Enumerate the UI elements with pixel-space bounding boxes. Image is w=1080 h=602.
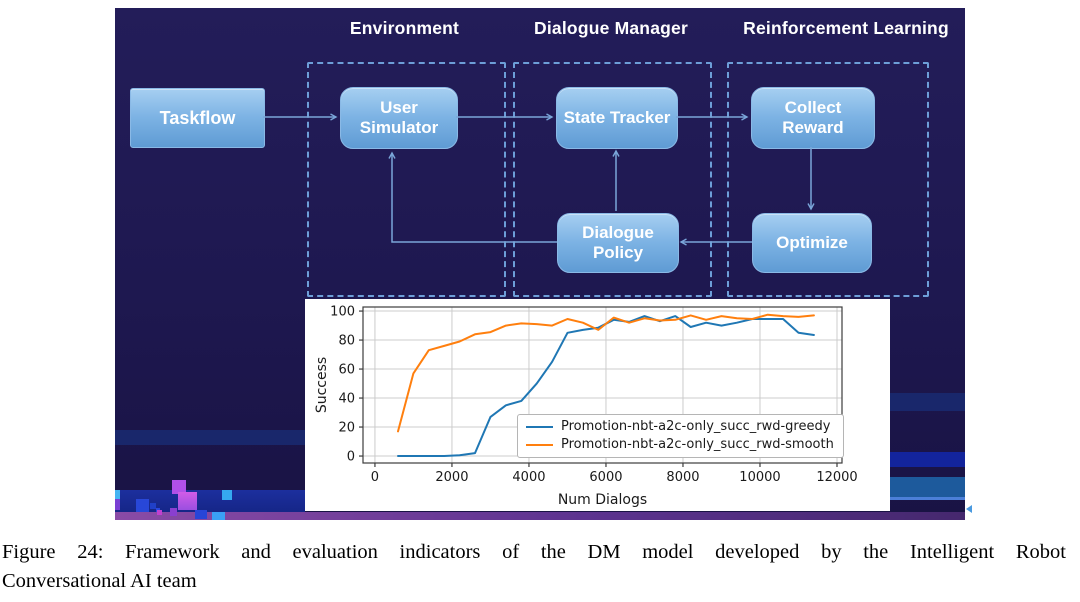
legend-entry-1: Promotion-nbt-a2c-only_succ_rwd-smooth xyxy=(526,437,834,452)
decor-stripe xyxy=(890,393,965,411)
x-tick-label: 2000 xyxy=(435,470,468,485)
node-taskflow: Taskflow xyxy=(130,88,265,148)
section-title-dialogue-manager: Dialogue Manager xyxy=(534,18,688,38)
chart-legend: Promotion-nbt-a2c-only_succ_rwd-greedy Pr… xyxy=(517,414,844,458)
x-tick-label: 4000 xyxy=(512,470,545,485)
decor-stripe xyxy=(890,452,965,467)
decor-pixel xyxy=(222,490,232,500)
node-optimize: Optimize xyxy=(752,213,872,273)
series-line-1 xyxy=(397,313,815,433)
legend-entry-0: Promotion-nbt-a2c-only_succ_rwd-greedy xyxy=(526,419,834,434)
x-tick-label: 10000 xyxy=(739,470,780,485)
slide-edge-marker-icon xyxy=(966,505,972,513)
figure-caption: Figure 24: Framework and evaluation indi… xyxy=(2,538,1066,596)
x-tick-label: 12000 xyxy=(816,470,857,485)
y-tick-label: 80 xyxy=(338,334,355,349)
success-line-chart: 0 2000 4000 6000 8000 10000 12000 0 20 40 60 80 100 N… xyxy=(314,305,858,508)
figure-caption-line1: Figure 24: Framework and evaluation indi… xyxy=(2,541,1066,563)
node-dialogue-policy: Dialogue Policy xyxy=(557,213,679,273)
decor-pixel xyxy=(195,510,207,519)
decor-stripe xyxy=(115,430,305,445)
slide-background: Environment Dialogue Manager Reinforceme… xyxy=(115,8,965,520)
legend-swatch-1 xyxy=(526,443,553,446)
section-title-reinforcement-learning: Reinforcement Learning xyxy=(743,18,949,38)
legend-swatch-0 xyxy=(526,425,553,428)
node-user-simulator: User Simulator xyxy=(340,87,458,149)
plot-frame xyxy=(362,306,843,464)
decor-pixel xyxy=(170,508,177,516)
node-collect-reward: Collect Reward xyxy=(751,87,875,149)
y-tick-label: 20 xyxy=(338,421,355,436)
node-user-simulator-label: User Simulator xyxy=(359,98,439,137)
legend-label-1: Promotion-nbt-a2c-only_succ_rwd-smooth xyxy=(561,437,834,452)
y-tick-label: 40 xyxy=(338,392,355,407)
decor-stripe xyxy=(115,512,965,520)
decor-pixel xyxy=(178,492,197,510)
node-taskflow-label: Taskflow xyxy=(159,107,236,128)
decor-stripe xyxy=(890,477,965,498)
y-tick-label: 60 xyxy=(338,363,355,378)
decor-pixel xyxy=(115,499,120,510)
decor-stripe xyxy=(890,497,965,500)
section-title-environment: Environment xyxy=(349,18,460,38)
decor-pixel xyxy=(136,499,149,512)
node-optimize-label: Optimize xyxy=(776,233,848,253)
legend-label-0: Promotion-nbt-a2c-only_succ_rwd-greedy xyxy=(561,419,831,434)
y-axis-label: Success xyxy=(314,357,330,413)
decor-pixel xyxy=(172,480,186,494)
y-tick-label: 0 xyxy=(347,450,355,465)
reinforcement-learning-group-box xyxy=(727,62,929,297)
x-tick-label: 6000 xyxy=(589,470,622,485)
x-tick-label: 0 xyxy=(371,470,379,485)
node-state-tracker: State Tracker xyxy=(556,87,678,149)
node-dialogue-policy-label: Dialogue Policy xyxy=(582,223,654,262)
decor-pixel xyxy=(157,510,162,515)
node-state-tracker-label: State Tracker xyxy=(563,108,671,128)
y-tick-label: 100 xyxy=(330,305,355,320)
x-tick-label: 8000 xyxy=(666,470,699,485)
decor-pixel xyxy=(212,512,225,520)
figure-caption-line2: Conversational AI team xyxy=(2,570,197,592)
x-axis-label: Num Dialogs xyxy=(558,492,647,508)
decor-pixel xyxy=(115,490,120,499)
success-chart-panel: 0 2000 4000 6000 8000 10000 12000 0 20 40 60 80 100 N… xyxy=(305,299,890,511)
node-collect-reward-label: Collect Reward xyxy=(782,98,844,137)
decor-pixel xyxy=(150,503,156,509)
